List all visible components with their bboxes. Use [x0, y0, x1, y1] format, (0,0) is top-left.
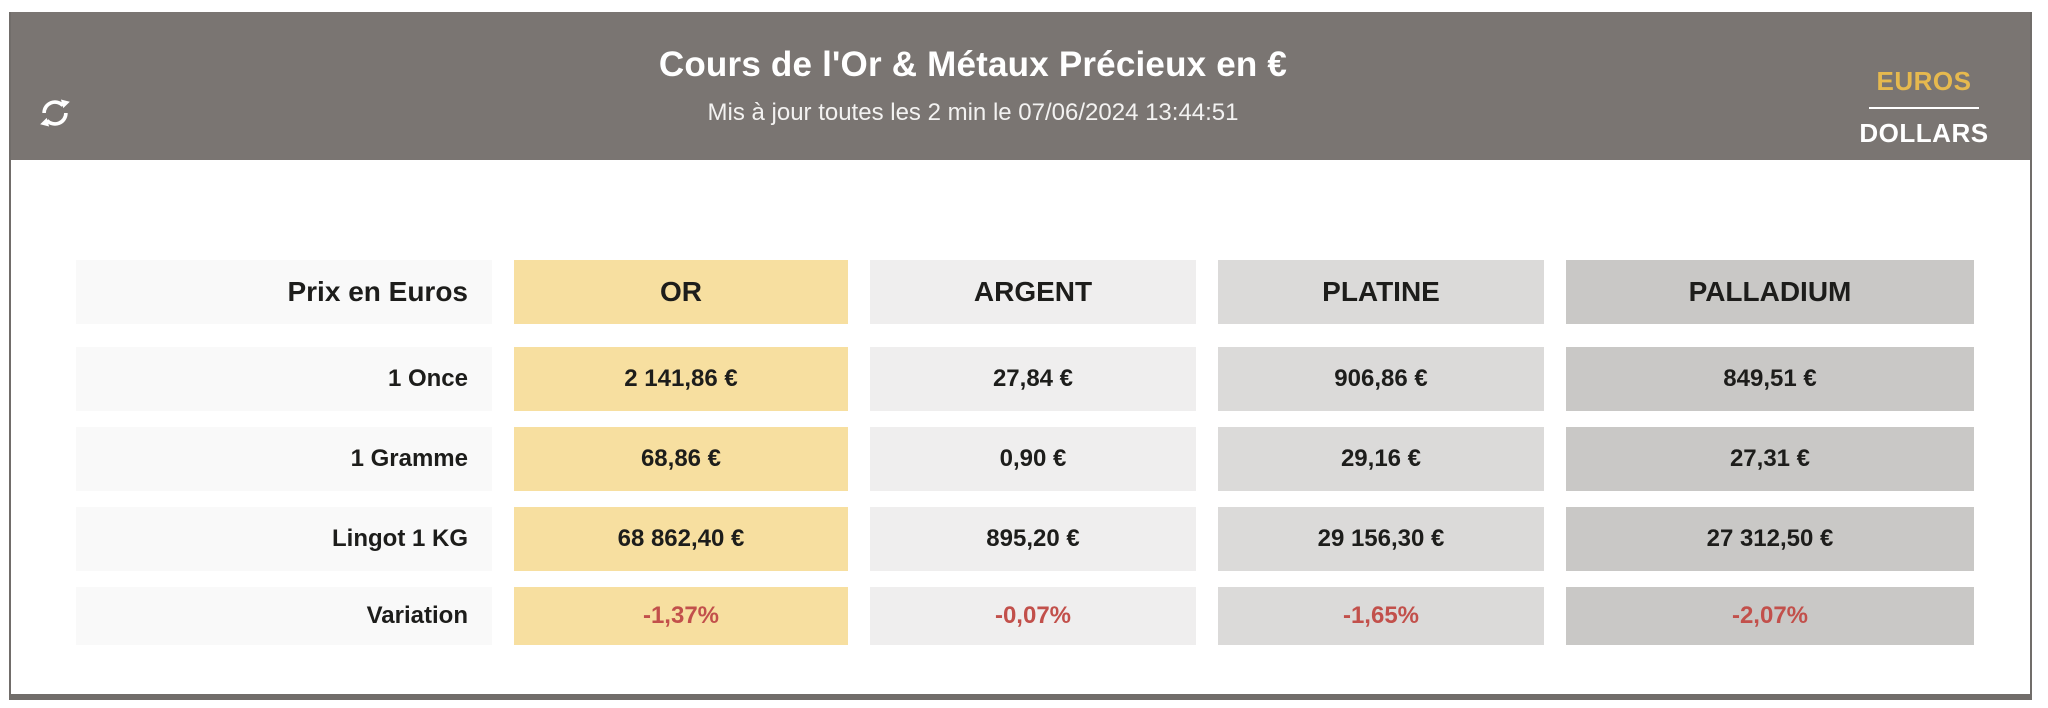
table-row-once: 1 Once 2 141,86 € 27,84 € 906,86 € 849,5… — [76, 347, 2030, 411]
widget-header: Cours de l'Or & Métaux Précieux en € Mis… — [11, 12, 2030, 160]
value-gramme-palladium: 27,31 € — [1566, 427, 1974, 491]
value-once-palladium: 849,51 € — [1566, 347, 1974, 411]
variation-platine: -1,65% — [1218, 587, 1544, 645]
refresh-button[interactable] — [35, 94, 75, 134]
value-lingot-or: 68 862,40 € — [514, 507, 848, 571]
value-once-argent: 27,84 € — [870, 347, 1196, 411]
value-lingot-palladium: 27 312,50 € — [1566, 507, 1974, 571]
table-row-lingot: Lingot 1 KG 68 862,40 € 895,20 € 29 156,… — [76, 507, 2030, 571]
column-header-palladium: PALLADIUM — [1566, 260, 1974, 324]
value-gramme-argent: 0,90 € — [870, 427, 1196, 491]
row-label-lingot: Lingot 1 KG — [76, 507, 492, 571]
row-label-gramme: 1 Gramme — [76, 427, 492, 491]
table-row-variation: Variation -1,37% -0,07% -1,65% -2,07% — [76, 587, 2030, 645]
currency-toggle: EUROS DOLLARS — [1856, 66, 1992, 149]
page-title: Cours de l'Or & Métaux Précieux en € — [658, 45, 1288, 84]
value-lingot-argent: 895,20 € — [870, 507, 1196, 571]
row-label-variation: Variation — [76, 587, 492, 645]
value-gramme-platine: 29,16 € — [1218, 427, 1544, 491]
row-label-once: 1 Once — [76, 347, 492, 411]
column-header-or: OR — [514, 260, 848, 324]
prices-table: Prix en Euros OR ARGENT PLATINE PALLADIU… — [76, 260, 2030, 645]
variation-palladium: -2,07% — [1566, 587, 1974, 645]
column-header-platine: PLATINE — [1218, 260, 1544, 324]
header-title-block: Cours de l'Or & Métaux Précieux en € Mis… — [11, 12, 2030, 160]
currency-option-dollars[interactable]: DOLLARS — [1859, 118, 1989, 148]
last-updated-text: Mis à jour toutes les 2 min le 07/06/202… — [707, 99, 1239, 126]
currency-option-euros[interactable]: EUROS — [1876, 66, 1972, 96]
value-lingot-platine: 29 156,30 € — [1218, 507, 1544, 571]
refresh-icon — [37, 95, 73, 134]
variation-or: -1,37% — [514, 587, 848, 645]
value-gramme-or: 68,86 € — [514, 427, 848, 491]
value-once-platine: 906,86 € — [1218, 347, 1544, 411]
table-header-row: Prix en Euros OR ARGENT PLATINE PALLADIU… — [76, 260, 2030, 324]
currency-toggle-divider — [1869, 107, 1979, 109]
variation-argent: -0,07% — [870, 587, 1196, 645]
table-row-gramme: 1 Gramme 68,86 € 0,90 € 29,16 € 27,31 € — [76, 427, 2030, 491]
value-once-or: 2 141,86 € — [514, 347, 848, 411]
column-header-prix-en-euros: Prix en Euros — [76, 260, 492, 324]
gold-prices-widget: Cours de l'Or & Métaux Précieux en € Mis… — [9, 12, 2032, 700]
column-header-argent: ARGENT — [870, 260, 1196, 324]
